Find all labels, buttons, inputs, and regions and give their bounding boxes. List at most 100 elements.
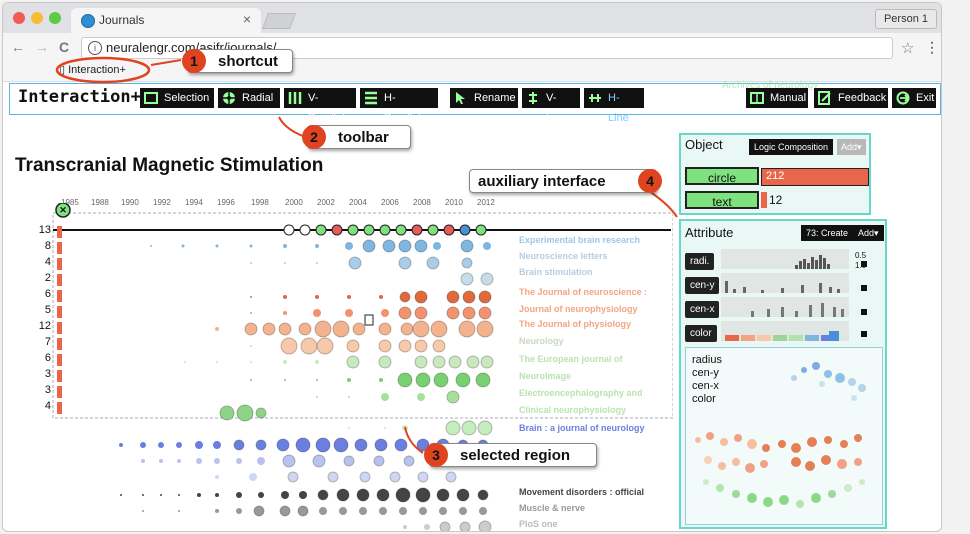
bubble[interactable]: [436, 488, 450, 502]
bubble[interactable]: [374, 438, 388, 452]
journal-label[interactable]: Experimental brain research: [519, 235, 641, 245]
bubble[interactable]: [283, 244, 287, 248]
bookmark-interaction-plus[interactable]: ▯ Interaction+: [59, 64, 126, 76]
bubble[interactable]: [483, 242, 491, 250]
bubble[interactable]: [378, 322, 392, 336]
selected-region[interactable]: [52, 212, 673, 419]
bubble[interactable]: [354, 438, 368, 452]
bubble[interactable]: [348, 396, 350, 398]
bubble[interactable]: [250, 361, 252, 363]
bubble[interactable]: [213, 441, 221, 449]
bubble[interactable]: [363, 224, 375, 236]
bubble[interactable]: [373, 455, 385, 467]
bubble[interactable]: [255, 407, 267, 419]
bubble[interactable]: [478, 306, 492, 320]
bubble[interactable]: [347, 295, 351, 299]
browser-tab[interactable]: Journals ×: [71, 8, 261, 33]
bubble[interactable]: [331, 224, 343, 236]
bubble[interactable]: [466, 355, 480, 369]
bubble[interactable]: [414, 339, 428, 353]
bubble[interactable]: [415, 372, 431, 388]
bubble[interactable]: [258, 492, 264, 498]
create-button[interactable]: 73: Create: [801, 225, 854, 241]
bubble[interactable]: [257, 457, 265, 465]
bubble[interactable]: [398, 306, 412, 320]
close-window-icon[interactable]: [13, 12, 25, 24]
bubble[interactable]: [215, 509, 219, 513]
bubble[interactable]: [345, 242, 353, 250]
bubble[interactable]: [284, 379, 286, 381]
bubble[interactable]: [339, 507, 347, 515]
bubble[interactable]: [426, 256, 440, 270]
bubble-matrix[interactable]: ✕: [3, 203, 673, 532]
bubble[interactable]: [219, 405, 235, 421]
bubble[interactable]: [250, 345, 252, 347]
journal-label[interactable]: Muscle & nerve: [519, 503, 586, 513]
bubble[interactable]: [446, 390, 460, 404]
new-tab-button[interactable]: [262, 13, 296, 29]
bubble[interactable]: [314, 320, 332, 338]
bubble[interactable]: [184, 361, 186, 363]
back-icon[interactable]: ←: [11, 39, 25, 55]
bubble[interactable]: [336, 488, 350, 502]
journal-label[interactable]: Electroencephalography and: [519, 388, 643, 398]
bubble[interactable]: [119, 443, 123, 447]
bubble[interactable]: [479, 507, 487, 515]
bubble[interactable]: [395, 224, 407, 236]
bubble[interactable]: [414, 306, 428, 320]
bubble[interactable]: [299, 224, 311, 236]
bubble[interactable]: [476, 320, 494, 338]
bubble[interactable]: [255, 439, 267, 451]
object-add-button[interactable]: Add▾: [837, 139, 866, 155]
bubble[interactable]: [381, 393, 389, 401]
bubble[interactable]: [477, 489, 489, 501]
bubble[interactable]: [398, 256, 412, 270]
bubble[interactable]: [276, 438, 290, 452]
bubble[interactable]: [319, 507, 327, 515]
bubble[interactable]: [249, 244, 253, 248]
bubble[interactable]: [460, 239, 474, 253]
bubble[interactable]: [345, 309, 353, 317]
bubble[interactable]: [216, 361, 218, 363]
bubble[interactable]: [160, 494, 162, 496]
bubble[interactable]: [283, 311, 287, 315]
object-circle-button[interactable]: circle: [685, 167, 759, 185]
profile-button[interactable]: Person 1: [874, 9, 937, 29]
journal-label[interactable]: Movement disorders : official: [519, 487, 645, 497]
bubble[interactable]: [250, 312, 252, 314]
bubble[interactable]: [399, 291, 411, 303]
bubble[interactable]: [215, 244, 219, 248]
bubble[interactable]: [480, 272, 494, 286]
bubble[interactable]: [347, 378, 351, 382]
bubble[interactable]: [316, 262, 318, 264]
attribute-add-button[interactable]: Add▾: [853, 225, 884, 241]
bubble[interactable]: [233, 439, 245, 451]
bubble[interactable]: [439, 507, 447, 515]
bubble[interactable]: [348, 427, 350, 429]
bubble[interactable]: [461, 257, 473, 269]
bubble[interactable]: [315, 244, 319, 248]
bubble[interactable]: [278, 322, 292, 336]
bubble[interactable]: [417, 393, 425, 401]
v-line-button[interactable]: V-Line: [522, 88, 580, 124]
bubble[interactable]: [432, 339, 446, 353]
bubble[interactable]: [403, 455, 415, 467]
v-parallel-button[interactable]: V-Parallel: [284, 88, 356, 124]
bubble[interactable]: [215, 493, 219, 497]
bubble[interactable]: [458, 320, 476, 338]
bubble[interactable]: [446, 306, 460, 320]
journal-label[interactable]: Clinical neurophysiology: [519, 405, 627, 415]
bubble[interactable]: [455, 372, 471, 388]
bubble[interactable]: [443, 224, 455, 236]
bubble[interactable]: [158, 442, 164, 448]
bubble[interactable]: [236, 508, 242, 514]
bubble[interactable]: [417, 471, 429, 483]
bubble[interactable]: [283, 295, 287, 299]
exit-button[interactable]: Exit: [892, 88, 936, 108]
bubble[interactable]: [279, 505, 291, 517]
bubble[interactable]: [398, 339, 412, 353]
bubble[interactable]: [378, 339, 392, 353]
bubble[interactable]: [142, 510, 144, 512]
bubble[interactable]: [381, 309, 389, 317]
attribute-histograms[interactable]: [721, 249, 891, 349]
